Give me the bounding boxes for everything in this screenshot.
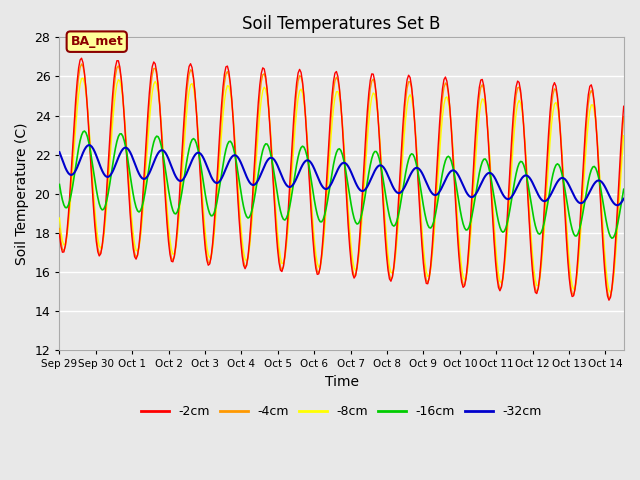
-4cm [94, 245, 102, 251]
-8cm [460, 274, 467, 279]
-4cm [618, 133, 626, 139]
-16cm [608, 235, 616, 241]
Line: -32cm: -32cm [60, 145, 624, 205]
-4cm [348, 255, 355, 261]
-4cm [620, 114, 628, 120]
-32cm [348, 169, 355, 175]
-2cm [460, 285, 467, 290]
-32cm [618, 198, 626, 204]
-2cm [56, 231, 63, 237]
-4cm [543, 166, 551, 171]
-16cm [620, 186, 628, 192]
-32cm [620, 196, 628, 202]
-16cm [460, 221, 467, 227]
-32cm [614, 202, 621, 208]
Line: -8cm: -8cm [60, 78, 624, 292]
Y-axis label: Soil Temperature (C): Soil Temperature (C) [15, 122, 29, 265]
-32cm [94, 156, 102, 162]
-8cm [543, 183, 551, 189]
-8cm [56, 215, 63, 221]
-16cm [94, 194, 102, 200]
-16cm [543, 204, 551, 210]
-32cm [75, 161, 83, 167]
-8cm [79, 75, 87, 81]
-8cm [618, 152, 626, 158]
-2cm [543, 155, 551, 161]
-8cm [75, 92, 83, 98]
-4cm [77, 61, 85, 67]
-32cm [85, 142, 93, 148]
-2cm [620, 103, 628, 109]
-4cm [605, 295, 612, 300]
-8cm [607, 289, 614, 295]
-16cm [81, 128, 88, 134]
-2cm [618, 122, 626, 128]
-8cm [94, 235, 102, 241]
Line: -16cm: -16cm [60, 131, 624, 238]
-16cm [75, 145, 83, 151]
-32cm [543, 197, 551, 203]
X-axis label: Time: Time [324, 375, 358, 389]
-2cm [77, 55, 85, 61]
-4cm [460, 282, 467, 288]
-2cm [94, 249, 102, 254]
-4cm [75, 74, 83, 80]
-16cm [348, 202, 355, 207]
Text: BA_met: BA_met [70, 35, 123, 48]
-2cm [75, 65, 83, 71]
-32cm [460, 182, 467, 188]
-8cm [620, 133, 628, 139]
-16cm [618, 195, 626, 201]
-4cm [56, 226, 63, 231]
-32cm [56, 149, 63, 155]
Title: Soil Temperatures Set B: Soil Temperatures Set B [243, 15, 441, 33]
Legend: -2cm, -4cm, -8cm, -16cm, -32cm: -2cm, -4cm, -8cm, -16cm, -32cm [136, 400, 547, 423]
Line: -2cm: -2cm [60, 58, 624, 300]
-16cm [56, 181, 63, 187]
Line: -4cm: -4cm [60, 64, 624, 298]
-2cm [348, 261, 355, 266]
-8cm [348, 244, 355, 250]
-2cm [605, 297, 612, 303]
